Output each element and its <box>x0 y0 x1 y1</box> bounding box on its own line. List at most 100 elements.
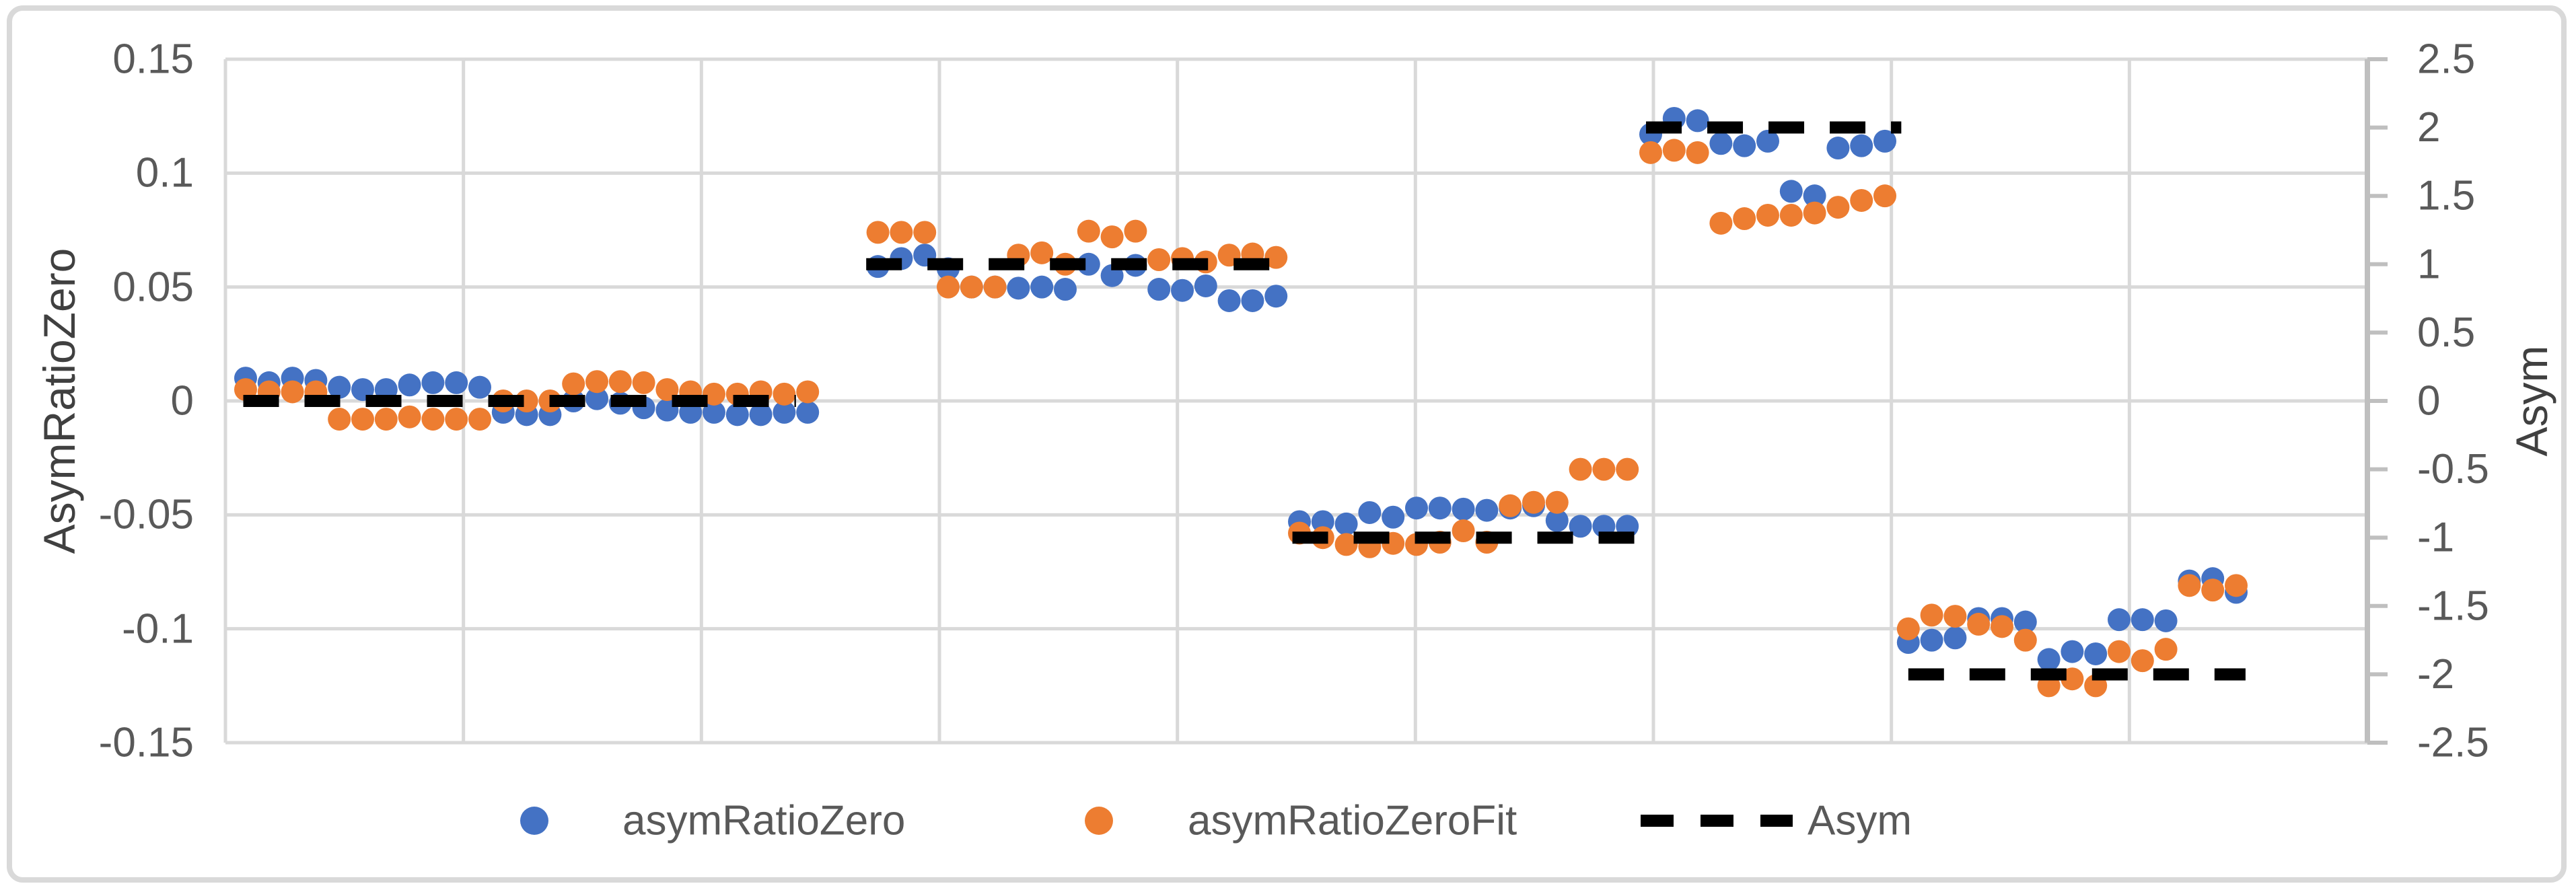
point-asymRatioZero <box>2131 608 2154 632</box>
point-asymRatioZeroFit <box>608 370 632 394</box>
point-asymRatioZero <box>1545 509 1569 532</box>
point-asymRatioZero <box>1241 289 1264 312</box>
point-asymRatioZero <box>421 371 445 394</box>
point-asymRatioZeroFit <box>1803 201 1826 225</box>
point-asymRatioZeroFit <box>351 408 374 431</box>
point-asymRatioZero <box>1569 515 1592 538</box>
right-tick-label: 0.5 <box>2417 309 2475 356</box>
left-axis-tick-labels: 0.15 0.1 0.05 0 -0.05 -0.1 -0.15 <box>99 36 194 766</box>
point-asymRatioZeroFit <box>1499 494 1522 517</box>
right-tick-label: 0 <box>2417 378 2440 424</box>
point-asymRatioZeroFit <box>2201 579 2225 602</box>
left-axis-title: AsymRatioZero <box>34 248 84 554</box>
left-tick-label: -0.05 <box>99 492 194 538</box>
point-asymRatioZero <box>1803 184 1826 208</box>
right-tick-label: 1 <box>2417 241 2440 287</box>
point-asymRatioZero <box>749 403 773 427</box>
point-asymRatioZeroFit <box>773 382 796 406</box>
point-asymRatioZero <box>1686 109 1709 133</box>
point-asymRatioZeroFit <box>585 370 608 394</box>
point-asymRatioZeroFit <box>1124 219 1147 243</box>
left-tick-label: -0.1 <box>122 606 194 653</box>
point-asymRatioZeroFit <box>1662 139 1686 162</box>
right-tick-label: 2 <box>2417 104 2440 151</box>
point-asymRatioZeroFit <box>1639 141 1662 164</box>
point-asymRatioZeroFit <box>937 275 960 299</box>
point-asymRatioZero <box>1756 129 1779 153</box>
point-asymRatioZero <box>2154 609 2178 632</box>
point-asymRatioZeroFit <box>1592 457 1616 481</box>
point-asymRatioZero <box>2013 610 2037 634</box>
point-asymRatioZero <box>1311 510 1334 533</box>
point-asymRatioZero <box>1920 628 1943 652</box>
legend-label-asymRatioZeroFit: asymRatioZeroFit <box>1188 798 1517 844</box>
point-asymRatioZeroFit <box>1991 615 2013 638</box>
right-axis-title: Asym <box>2507 346 2556 457</box>
point-asymRatioZeroFit <box>913 221 937 244</box>
legend-label-asym: Asym <box>1808 798 1912 844</box>
point-asymRatioZeroFit <box>1616 457 1639 481</box>
legend-marker-asymRatioZeroFit <box>1085 807 1113 835</box>
point-asymRatioZero <box>1054 278 1077 301</box>
point-asymRatioZeroFit <box>1569 457 1592 481</box>
point-asymRatioZeroFit <box>1779 203 1803 227</box>
point-asymRatioZero <box>1030 275 1054 299</box>
legend-label-asymRatioZero: asymRatioZero <box>622 798 905 844</box>
right-axis-line <box>2365 57 2388 745</box>
point-asymRatioZeroFit <box>1077 219 1100 243</box>
point-asymRatioZeroFit <box>2013 628 2037 652</box>
point-asymRatioZero <box>1779 180 1803 203</box>
point-asymRatioZero <box>1194 274 1217 297</box>
point-asymRatioZeroFit <box>2131 649 2154 673</box>
point-asymRatioZeroFit <box>703 382 725 406</box>
point-asymRatioZeroFit <box>890 221 913 244</box>
point-asymRatioZero <box>1475 498 1499 522</box>
point-asymRatioZeroFit <box>1920 603 1943 627</box>
point-asymRatioZeroFit <box>2061 667 2084 691</box>
point-asymRatioZero <box>1171 279 1194 302</box>
point-asymRatioZero <box>1452 497 1475 521</box>
point-asymRatioZero <box>1147 278 1171 301</box>
point-asymRatioZeroFit <box>1452 519 1475 543</box>
right-tick-label: -1.5 <box>2417 583 2489 629</box>
point-asymRatioZeroFit <box>421 408 445 431</box>
point-asymRatioZeroFit <box>1264 246 1288 269</box>
right-tick-label: -1 <box>2417 515 2454 561</box>
point-asymRatioZeroFit <box>1522 490 1545 514</box>
left-tick-label: 0.1 <box>136 150 194 196</box>
point-asymRatioZero <box>2084 642 2108 665</box>
point-asymRatioZeroFit <box>1686 141 1709 164</box>
point-asymRatioZero <box>1709 132 1733 155</box>
point-asymRatioZeroFit <box>1100 225 1124 249</box>
point-asymRatioZeroFit <box>374 408 398 431</box>
right-tick-label: 1.5 <box>2417 173 2475 219</box>
point-asymRatioZeroFit <box>960 275 983 299</box>
point-asymRatioZeroFit <box>1850 188 1873 212</box>
point-asymRatioZero <box>1007 276 1030 300</box>
point-asymRatioZero <box>703 400 725 424</box>
point-asymRatioZero <box>1358 500 1382 524</box>
point-asymRatioZero <box>796 400 820 424</box>
point-asymRatioZeroFit <box>2154 638 2178 661</box>
point-asymRatioZero <box>1405 496 1428 520</box>
point-asymRatioZeroFit <box>1334 533 1358 556</box>
point-asymRatioZero <box>2037 648 2061 671</box>
point-asymRatioZeroFit <box>866 221 890 244</box>
point-asymRatioZero <box>445 371 468 394</box>
point-asymRatioZeroFit <box>2225 574 2248 597</box>
point-asymRatioZero <box>585 387 608 410</box>
point-asymRatioZero <box>1943 626 1967 650</box>
point-asymRatioZeroFit <box>796 380 820 404</box>
point-asymRatioZeroFit <box>1873 184 1896 208</box>
point-asymRatioZeroFit <box>632 371 655 394</box>
right-tick-label: -2 <box>2417 651 2454 698</box>
point-asymRatioZero <box>773 400 796 424</box>
point-asymRatioZero <box>1826 137 1850 160</box>
point-asymRatioZeroFit <box>2108 640 2131 663</box>
left-tick-label: -0.15 <box>99 720 194 766</box>
point-asymRatioZero <box>1428 496 1452 520</box>
point-asymRatioZero <box>2061 640 2084 663</box>
chart-border <box>7 5 2567 883</box>
point-asymRatioZero <box>328 375 351 399</box>
